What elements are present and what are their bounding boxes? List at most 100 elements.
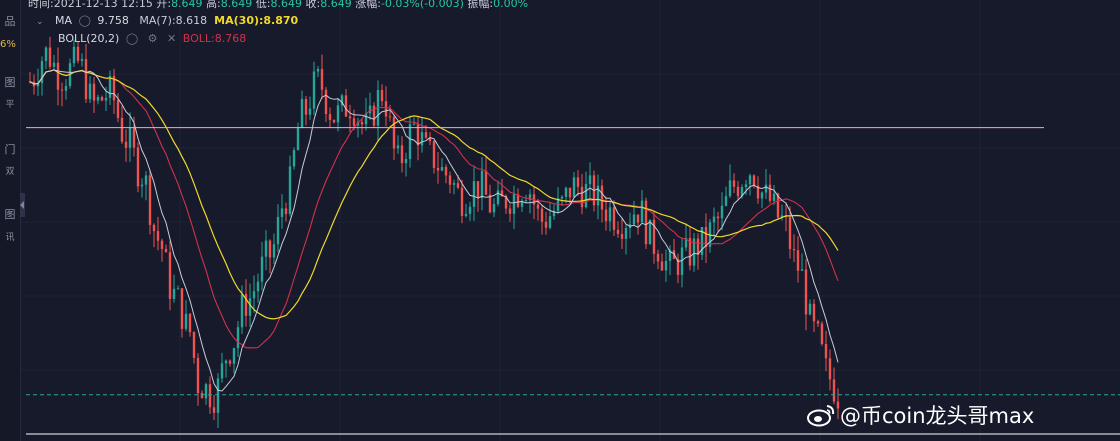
- rail-glyph-3[interactable]: 门: [4, 143, 16, 156]
- candle-body: [792, 249, 796, 251]
- candle-body: [264, 240, 268, 257]
- candle-body: [176, 288, 180, 290]
- candle-body: [48, 47, 52, 67]
- candle-body: [36, 82, 40, 87]
- candle-body: [700, 226, 704, 255]
- candle-body: [228, 360, 232, 364]
- eye-icon[interactable]: ◯: [78, 14, 91, 27]
- low-label: 低:: [255, 0, 271, 10]
- candle-body: [716, 216, 720, 219]
- candle-body: [728, 180, 732, 197]
- high-value: 8.649: [220, 0, 253, 10]
- candle-body: [524, 200, 528, 202]
- candle-body: [392, 116, 396, 149]
- horizontal-lines: [26, 127, 1120, 435]
- candle-body: [336, 105, 340, 123]
- gear-icon[interactable]: ⚙: [147, 32, 158, 45]
- candle-body: [420, 132, 424, 146]
- ohlc-info-line: 时间:2021-12-13 12:15 开:8.649 高:8.649 低:8.…: [28, 0, 528, 11]
- rail-glyph-2[interactable]: 平: [5, 100, 15, 110]
- candle-body: [408, 124, 412, 160]
- candle-body: [724, 196, 728, 206]
- candle-body: [624, 228, 628, 239]
- candle-body: [220, 363, 224, 379]
- watermark-text: @币coin龙头哥max: [840, 404, 1035, 428]
- candle-body: [460, 187, 464, 216]
- candle-body: [300, 98, 304, 128]
- time-label: 时间:: [28, 0, 54, 10]
- candle-body: [256, 281, 260, 292]
- candle-body: [148, 175, 152, 225]
- candle-body: [580, 186, 584, 208]
- rail-glyph-0[interactable]: 品: [4, 15, 16, 28]
- rail-glyph-4[interactable]: 双: [5, 167, 15, 177]
- candle-body: [268, 240, 272, 258]
- candle-body: [568, 187, 572, 198]
- candle-body: [112, 75, 116, 101]
- candle-body: [816, 321, 820, 324]
- candle-body: [216, 378, 220, 413]
- candle-body: [96, 96, 100, 101]
- boll-line: [29, 69, 839, 349]
- candle-body: [84, 59, 88, 100]
- candle-body: [172, 288, 176, 299]
- candle-body: [236, 327, 240, 349]
- candle-body: [360, 121, 364, 125]
- candle-body: [676, 258, 680, 275]
- candle-body: [504, 196, 508, 209]
- candle-body: [152, 224, 156, 232]
- candle-body: [212, 407, 216, 413]
- candle-body: [812, 303, 816, 322]
- candle-body: [400, 145, 404, 164]
- left-toolbar: 6% 品 图 平 门 双 图 讯: [0, 0, 21, 441]
- candle-body: [372, 105, 376, 126]
- candle-body: [704, 226, 708, 247]
- candle-body: [288, 166, 292, 214]
- candle-body: [100, 96, 104, 101]
- candle-body: [600, 185, 604, 210]
- indicator-lines: [29, 69, 839, 392]
- candle-body: [396, 145, 400, 149]
- candle-body: [380, 89, 384, 102]
- candle-body: [824, 343, 828, 359]
- candle-body: [620, 233, 624, 239]
- candle-body: [88, 83, 92, 100]
- ma-label[interactable]: MA: [55, 14, 73, 27]
- candle-body: [448, 175, 452, 185]
- candle-body: [796, 250, 800, 271]
- chevron-down-icon[interactable]: ⌄: [36, 17, 44, 27]
- candle-body: [508, 208, 512, 214]
- candle-body: [636, 214, 640, 223]
- candle-body: [740, 187, 744, 197]
- change-value: -0.03%(-0.003): [380, 0, 464, 10]
- candle-body: [496, 190, 500, 205]
- candle-body: [144, 175, 148, 185]
- boll-label[interactable]: BOLL(20,2): [58, 32, 120, 45]
- candle-body: [456, 183, 460, 188]
- collapse-toolbar-button[interactable]: [20, 193, 25, 217]
- candle-body: [492, 204, 496, 213]
- candle-body: [436, 167, 440, 171]
- candle-body: [292, 150, 296, 167]
- candle-body: [104, 97, 108, 101]
- candle-body: [596, 185, 600, 206]
- candle-body: [464, 213, 468, 216]
- eye-icon[interactable]: ◯: [125, 32, 139, 45]
- close-icon[interactable]: ✕: [167, 32, 177, 45]
- candle-body: [200, 392, 204, 399]
- candle-body: [296, 127, 300, 151]
- rail-glyph-6[interactable]: 讯: [5, 233, 15, 243]
- rail-glyph-1[interactable]: 图: [4, 76, 16, 89]
- ma-value: 9.758: [97, 14, 129, 27]
- candle-body: [56, 62, 60, 90]
- candle-body: [564, 187, 568, 197]
- candle-body: [196, 357, 200, 393]
- candle-body: [832, 379, 836, 402]
- candle-body: [756, 185, 760, 199]
- candle-body: [656, 253, 660, 262]
- rail-glyph-5[interactable]: 图: [4, 208, 16, 221]
- time-value: 2021-12-13 12:15: [53, 0, 153, 10]
- candle-body: [540, 208, 544, 222]
